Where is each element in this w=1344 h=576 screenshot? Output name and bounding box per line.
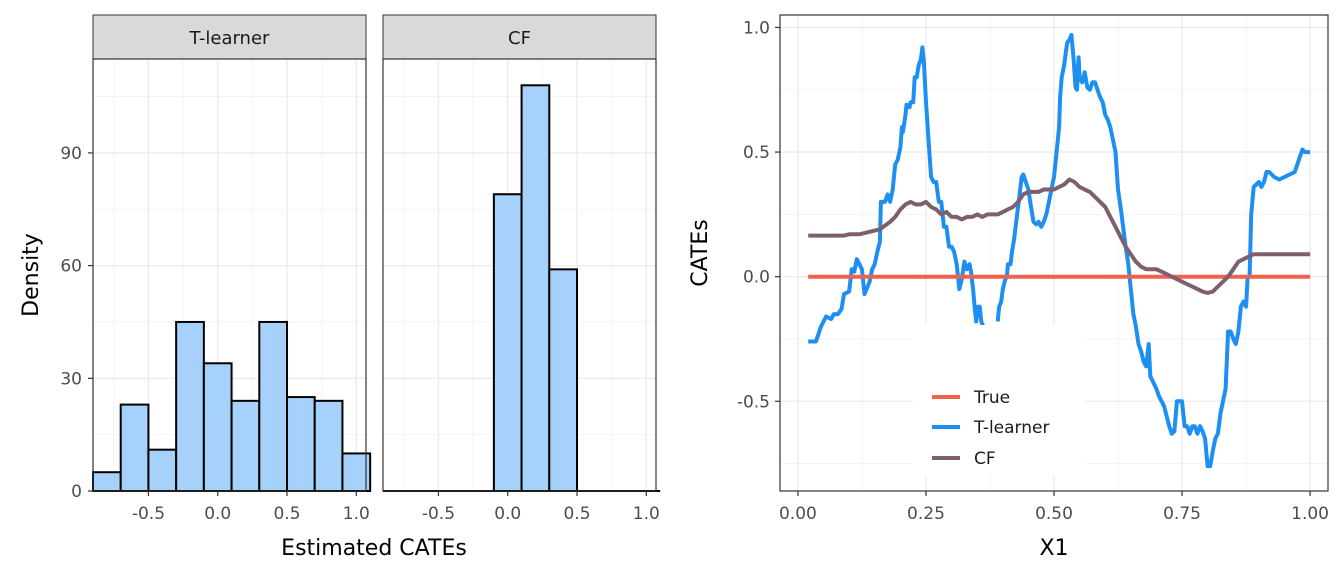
x-tick-label: -0.5	[132, 504, 165, 524]
facet-bars-cf	[383, 84, 661, 493]
y-tick-label: 0.5	[743, 143, 770, 163]
legend-background	[913, 325, 1085, 475]
y-tick-label: 30	[60, 369, 82, 389]
series-line-t-learner	[808, 45, 986, 344]
y-tick-label: 0.0	[743, 268, 770, 288]
histogram-bar	[202, 362, 233, 492]
y-tick-label: 90	[60, 144, 82, 164]
line-y-axis-title: CATEs	[688, 219, 713, 287]
histogram-x-axis-title: Estimated CATEs	[281, 536, 467, 561]
x-tick-label: 0.50	[1035, 504, 1073, 524]
histogram-bar	[286, 396, 316, 492]
facet-t-learner: T-learner	[92, 14, 372, 493]
line-x-axis: 0.00 0.25 0.50 0.75 1.00	[779, 491, 1329, 524]
histogram-bar	[230, 399, 261, 492]
histogram-y-axis-title: Density	[19, 233, 44, 317]
x-tick-label: 1.00	[1291, 504, 1329, 524]
facet-strip-label-cf: CF	[508, 28, 531, 49]
histogram-bar	[313, 399, 344, 492]
x-tick-label: 1.0	[633, 504, 660, 524]
x-tick-label: 0.0	[494, 504, 521, 524]
x-tick-label: 1.0	[343, 504, 370, 524]
histogram-bar	[548, 268, 579, 492]
histogram-bar	[119, 403, 150, 493]
histogram-y-axis: 0 30 60 90	[60, 144, 93, 502]
line-x-axis-title: X1	[1039, 536, 1068, 561]
x-tick-label: 0.0	[204, 504, 231, 524]
histogram-bar	[175, 320, 205, 492]
facet-panel-border-t-learner	[92, 58, 367, 492]
y-tick-label: 60	[60, 257, 82, 277]
histogram-bar	[258, 320, 289, 492]
legend-label-t-learner: T-learner	[973, 418, 1049, 438]
facet-strip-t-learner	[92, 14, 367, 60]
x-tick-label: 0.5	[273, 504, 300, 524]
x-tick-label: -0.5	[422, 504, 455, 524]
series-line-cf	[808, 177, 1311, 295]
y-tick-label: 1.0	[743, 18, 770, 38]
histogram-bar	[147, 448, 178, 492]
line-series	[808, 32, 1311, 469]
y-tick-label: -0.5	[737, 392, 770, 412]
facet-cf: CF	[382, 14, 661, 493]
line-panel: True T-learner CF	[779, 14, 1329, 492]
legend: True T-learner CF	[913, 325, 1085, 475]
x-tick-label: 0.25	[907, 504, 945, 524]
histogram-bar	[92, 471, 122, 492]
line-y-axis: -0.5 0.0 0.5 1.0	[737, 18, 780, 412]
histogram-x-axis: -0.5 0.0 0.5 1.0 -0.5 0.0 0.5 1.0	[132, 491, 660, 524]
x-tick-label: 0.00	[779, 504, 817, 524]
facet-panel-border-cf	[382, 58, 657, 492]
x-tick-label: 0.75	[1163, 504, 1201, 524]
histogram-bar	[492, 193, 523, 493]
legend-label-true: True	[973, 388, 1010, 408]
legend-label-cf: CF	[974, 449, 996, 469]
facet-bars-t-learner	[92, 320, 372, 493]
series-line-t-learner-segment-2	[995, 32, 1311, 469]
facet-strip-label-t-learner: T-learner	[189, 28, 271, 49]
histogram-bar	[520, 84, 551, 492]
x-tick-label: 0.5	[563, 504, 590, 524]
y-tick-label: 0	[71, 482, 82, 502]
